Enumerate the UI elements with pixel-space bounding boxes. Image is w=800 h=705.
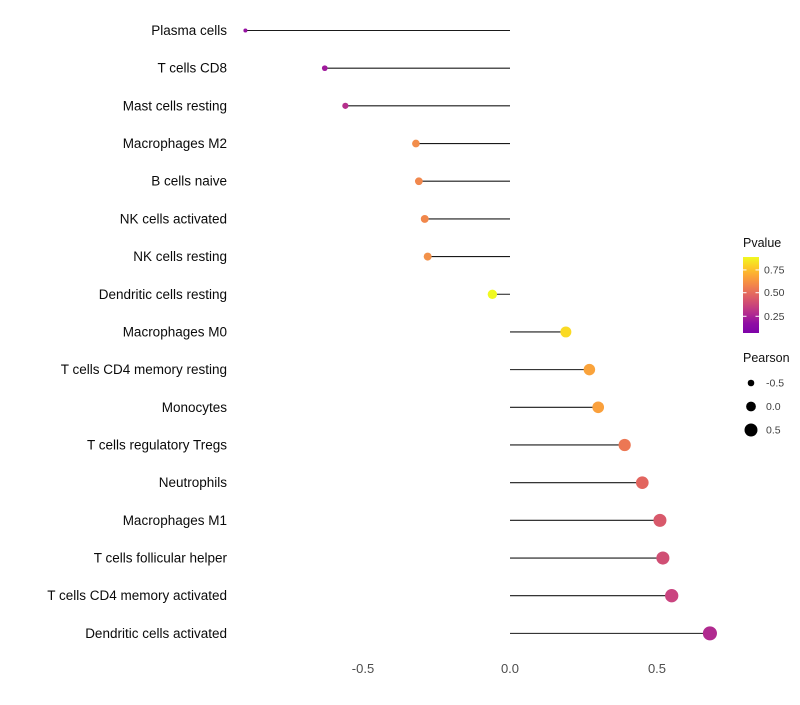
lollipop-point bbox=[420, 214, 429, 223]
category-label: Macrophages M1 bbox=[123, 513, 227, 528]
category-label: NK cells activated bbox=[120, 211, 227, 226]
pearson-legend: Pearson -0.5 0.0 0.5 bbox=[743, 351, 790, 437]
pearson-legend-items: -0.5 0.0 0.5 bbox=[744, 378, 784, 437]
x-tick-label: -0.5 bbox=[352, 661, 374, 676]
category-label: Dendritic cells resting bbox=[99, 287, 227, 302]
lollipop-point bbox=[618, 438, 631, 452]
category-label: Mast cells resting bbox=[123, 98, 227, 113]
lollipop-point bbox=[583, 363, 596, 376]
category-label: Macrophages M2 bbox=[123, 136, 227, 151]
pearson-legend-dot bbox=[746, 401, 756, 412]
lollipop-point bbox=[487, 289, 498, 299]
category-label: T cells follicular helper bbox=[94, 551, 228, 566]
pearson-legend-dot bbox=[747, 379, 755, 387]
x-axis: -0.5 0.0 0.5 bbox=[352, 661, 666, 676]
category-label: T cells CD4 memory activated bbox=[47, 588, 227, 603]
pearson-tick-label: 0.0 bbox=[766, 401, 781, 413]
category-label: T cells regulatory Tregs bbox=[87, 437, 227, 452]
x-tick-label: 0.5 bbox=[648, 661, 666, 676]
category-label: Macrophages M0 bbox=[123, 324, 227, 339]
lollipop-point bbox=[342, 102, 349, 109]
pvalue-gradient-bar bbox=[743, 257, 759, 333]
chart-rows: Plasma cells T cells CD8 Mast cells restin… bbox=[47, 23, 717, 641]
category-label: NK cells resting bbox=[133, 249, 227, 264]
lollipop-point bbox=[423, 252, 432, 261]
pvalue-tick-label: 0.50 bbox=[764, 287, 785, 299]
category-label: T cells CD4 memory resting bbox=[61, 362, 227, 377]
lollipop-point bbox=[412, 139, 420, 148]
category-label: Neutrophils bbox=[159, 475, 228, 490]
pearson-legend-dot bbox=[744, 423, 758, 437]
lollipop-point bbox=[592, 401, 605, 414]
lollipop-point bbox=[635, 476, 649, 489]
x-tick-label: 0.0 bbox=[501, 661, 519, 676]
lollipop-point bbox=[653, 513, 667, 527]
pvalue-legend-title: Pvalue bbox=[743, 236, 781, 250]
category-label: Monocytes bbox=[162, 400, 228, 415]
lollipop-point bbox=[560, 326, 572, 338]
pvalue-legend-ticks: 0.75 0.50 0.25 bbox=[743, 264, 785, 323]
category-label: Plasma cells bbox=[151, 23, 227, 38]
pvalue-tick-label: 0.75 bbox=[764, 264, 785, 276]
category-label: T cells CD8 bbox=[157, 61, 227, 76]
lollipop-point bbox=[702, 626, 717, 641]
pearson-tick-label: 0.5 bbox=[766, 425, 781, 437]
category-label: B cells naive bbox=[151, 174, 227, 189]
lollipop-point bbox=[665, 589, 679, 603]
lollipop-point bbox=[243, 28, 248, 33]
lollipop-point bbox=[656, 551, 670, 565]
category-label: Dendritic cells activated bbox=[85, 626, 227, 641]
pvalue-legend: Pvalue 0.75 0.50 0.25 bbox=[743, 236, 785, 333]
pearson-tick-label: -0.5 bbox=[766, 378, 784, 390]
lollipop-point bbox=[321, 65, 328, 72]
pearson-legend-title: Pearson bbox=[743, 351, 790, 365]
pvalue-tick-label: 0.25 bbox=[764, 311, 785, 323]
lollipop-point bbox=[414, 177, 423, 186]
